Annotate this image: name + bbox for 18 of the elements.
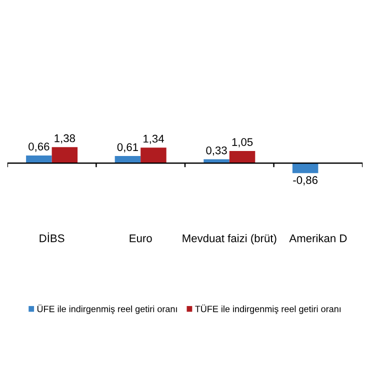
bar [140, 148, 166, 164]
bar [229, 150, 256, 164]
bar [114, 156, 141, 164]
x-tick-label: Amerikan D [289, 234, 347, 242]
data-label: 1,34 [144, 134, 164, 144]
bar [52, 147, 78, 164]
legend-label: ÜFE ile indirgenmiş reel getiri oranı [37, 304, 177, 314]
x-tick-label: Mevduat faizi (brüt) [182, 234, 276, 244]
data-label: -0,86 [293, 176, 318, 186]
data-label: 0,66 [28, 142, 50, 152]
legend-label: TÜFE ile indirgenmiş reel getiri oranı [195, 304, 341, 314]
data-label: 1,38 [54, 134, 76, 144]
data-label: 0,61 [117, 143, 138, 152]
data-label: 0,33 [206, 146, 227, 156]
x-tick-label: DİBS [40, 232, 64, 242]
x-tick-label: Euro [130, 234, 152, 242]
data-label: 1,05 [232, 138, 253, 148]
bar [26, 155, 52, 164]
